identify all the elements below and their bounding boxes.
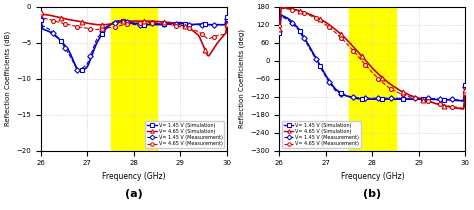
Y-axis label: Reflection Coefficients (dB): Reflection Coefficients (dB) [4,31,11,126]
X-axis label: Frequency (GHz): Frequency (GHz) [340,172,404,181]
Bar [349,7,396,151]
X-axis label: Frequency (GHz): Frequency (GHz) [102,172,165,181]
Bar [110,7,157,151]
Title: (b): (b) [363,189,382,199]
Legend: V= 1.45 V (Simulation), V= 4.65 V (Simulation), V= 1.45 V (Measurement), V= 4.65: V= 1.45 V (Simulation), V= 4.65 V (Simul… [282,121,361,148]
Y-axis label: Reflection Coefficients (deg): Reflection Coefficients (deg) [238,29,245,128]
Title: (a): (a) [125,189,143,199]
Legend: V= 1.45 V (Simulation), V= 4.65 V (Simulation), V= 1.45 V (Measurement), V= 4.65: V= 1.45 V (Simulation), V= 4.65 V (Simul… [146,121,224,148]
